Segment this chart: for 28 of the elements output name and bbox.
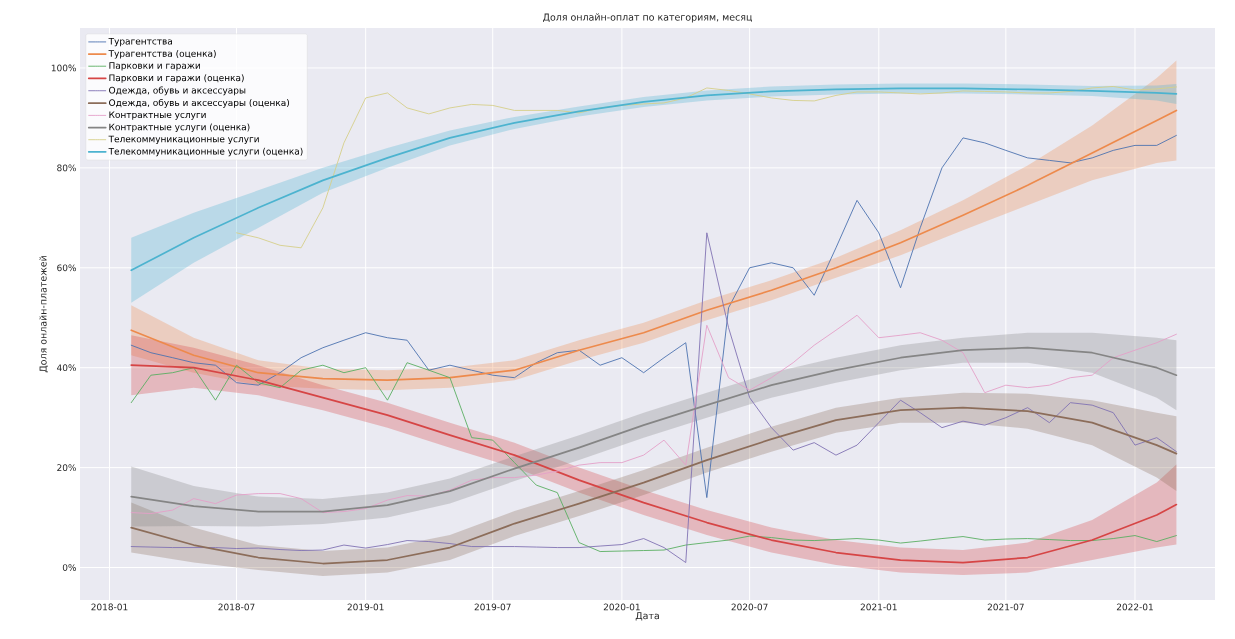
- legend-label: Контрактные услуги: [109, 111, 206, 120]
- legend-label: Контрактные услуги (оценка): [109, 123, 250, 133]
- y-tick-label: 100%: [51, 64, 76, 72]
- x-tick-label: 2021-07: [987, 603, 1024, 611]
- y-tick-label: 0%: [62, 564, 76, 571]
- x-tick-label: 2022-01: [1116, 603, 1153, 611]
- legend-label: Парковки и гаражи: [109, 62, 200, 71]
- x-axis-title: Дата: [635, 612, 659, 621]
- x-tick-label: 2020-01: [603, 603, 640, 611]
- x-tick-label: 2020-07: [731, 603, 768, 611]
- legend-label: Турагентства: [108, 37, 172, 47]
- y-axis-title: Доля онлайн-платежей: [39, 256, 48, 373]
- y-tick-label: 20%: [57, 464, 76, 471]
- x-tick-label: 2018-07: [218, 603, 255, 611]
- legend-label: Одежда, обувь и аксессуары (оценка): [109, 98, 289, 108]
- x-tick-label: 2021-01: [860, 603, 897, 611]
- legend-label: Телекоммуникационные услуги: [108, 135, 259, 145]
- x-tick-label: 2018-01: [91, 603, 128, 611]
- y-tick-label: 40%: [56, 364, 76, 372]
- legend-label: Парковки и гаражи (оценка): [109, 74, 244, 83]
- y-tick-label: 60%: [57, 264, 76, 272]
- legend-label: Турагентства (оценка): [108, 49, 216, 59]
- x-tick-label: 2019-07: [474, 603, 511, 611]
- legend-label: Одежда, обувь и аксессуары: [109, 86, 246, 96]
- y-tick-label: 80%: [57, 164, 76, 172]
- chart-title: Доля онлайн-оплат по категориям, месяц: [543, 13, 752, 23]
- legend-label: Телекоммуникационные услуги (оценка): [108, 147, 303, 157]
- x-tick-label: 2019-01: [347, 603, 384, 611]
